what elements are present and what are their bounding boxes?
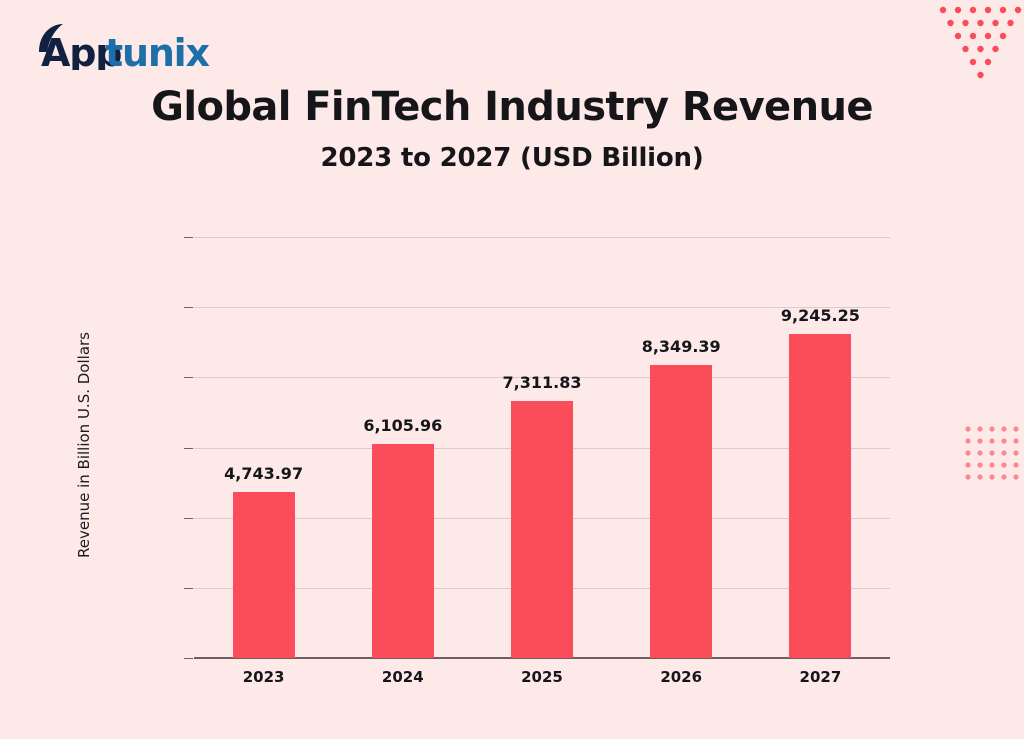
bar[interactable] [650,365,713,658]
gridline [194,307,890,309]
gridline [194,237,890,238]
x-axis-tick-label: 2023 [242,668,285,686]
bar-value-label: 7,311.83 [502,373,582,393]
y-axis-tick-mark [184,447,193,449]
y-axis-tick-mark [184,237,193,238]
y-axis-tick-mark [184,377,193,379]
y-axis-label: Revenue in Billion U.S. Dollars [75,332,93,558]
logo-text-app: App [41,31,121,70]
y-axis-tick-mark [184,658,193,659]
bar[interactable] [232,491,295,658]
logo-text-tunix: tunix [105,31,209,70]
bar[interactable] [789,333,852,658]
bar-value-label: 6,105.96 [363,415,443,435]
y-axis-tick-mark [184,517,193,519]
gridline [194,377,890,379]
y-axis-tick-mark [184,307,193,309]
x-axis-tick-label: 2024 [381,668,424,686]
plot-area: 02,0004,0006,0008,00010,00012,0004,743.9… [184,237,890,686]
bar-value-label: 4,743.97 [224,463,304,483]
x-axis-tick-label: 2025 [521,668,563,686]
x-axis-tick-label: 2027 [799,668,842,686]
x-axis-line [194,657,890,659]
logo-swoosh-icon [39,24,63,52]
bar-value-label: 8,349.39 [641,337,721,357]
bar[interactable] [511,401,573,658]
apptunix-logo: App tunix [33,22,233,70]
y-axis-tick-mark [184,587,193,589]
bar-value-label: 9,245.25 [780,305,860,325]
bar[interactable] [371,443,434,658]
chart-title: Global FinTech Industry Revenue [151,84,873,130]
logo-svg: App tunix [39,24,211,70]
x-axis-tick-label: 2026 [660,668,703,686]
chart-subtitle: 2023 to 2027 (USD Billion) [320,143,704,173]
